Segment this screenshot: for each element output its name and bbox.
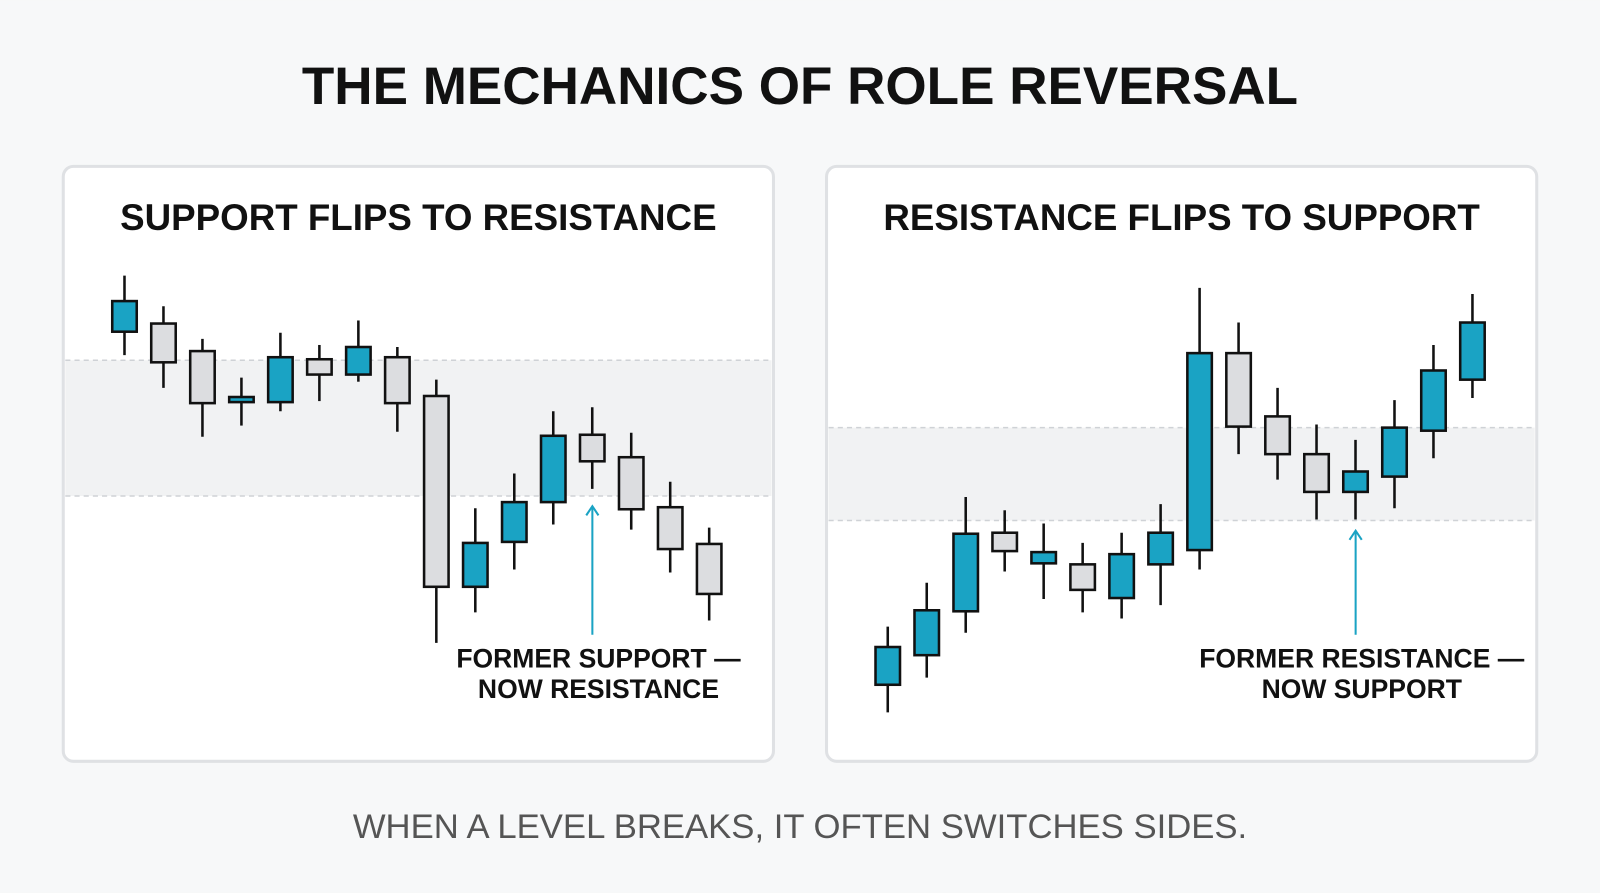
annotation: NOW RESISTANCE	[478, 674, 719, 704]
panel-title: SUPPORT FLIPS TO RESISTANCE	[120, 197, 716, 238]
candle-body	[1225, 351, 1253, 428]
candle-body	[991, 531, 1019, 553]
annotation: NOW SUPPORT	[1262, 674, 1462, 704]
title: THE MECHANICS OF ROLE REVERSAL	[302, 57, 1298, 116]
candle-body	[695, 542, 723, 596]
candle-body	[874, 645, 902, 687]
panel-title: RESISTANCE FLIPS TO SUPPORT	[883, 197, 1480, 238]
candle-body	[578, 433, 606, 463]
candle-body	[500, 500, 528, 544]
candle-body	[1264, 415, 1292, 456]
candle-body	[1186, 351, 1214, 552]
zone	[828, 427, 1535, 521]
zone	[65, 360, 772, 496]
arrow-head	[585, 504, 600, 516]
candle-body	[188, 349, 216, 405]
candle-body	[913, 609, 941, 657]
candle-body	[110, 299, 139, 333]
candle-body	[1303, 452, 1331, 494]
candle-body	[1069, 563, 1097, 592]
candle-body	[1341, 470, 1370, 494]
arrow-head	[1348, 528, 1363, 541]
candle-body	[1380, 426, 1409, 478]
candle-body	[461, 541, 489, 589]
candle-body	[1147, 531, 1175, 566]
candle-body	[1419, 369, 1447, 432]
candle-body	[422, 394, 450, 589]
candle-body	[266, 355, 294, 404]
candle-body	[227, 395, 255, 404]
candle-body	[1108, 552, 1136, 600]
candle-body	[344, 345, 372, 376]
candle-body	[149, 322, 177, 364]
candle-body	[617, 455, 645, 511]
candle-body	[1458, 321, 1486, 381]
footer: WHEN A LEVEL BREAKS, IT OFTEN SWITCHES S…	[353, 808, 1247, 846]
candle-body	[305, 357, 333, 376]
annotation: FORMER RESISTANCE —	[1199, 643, 1525, 673]
candle-body	[1030, 550, 1058, 565]
candle-body	[656, 505, 684, 551]
annotation: FORMER SUPPORT —	[456, 643, 741, 673]
candle-body	[539, 434, 567, 504]
candle-body	[952, 532, 980, 613]
candle-body	[383, 355, 411, 405]
